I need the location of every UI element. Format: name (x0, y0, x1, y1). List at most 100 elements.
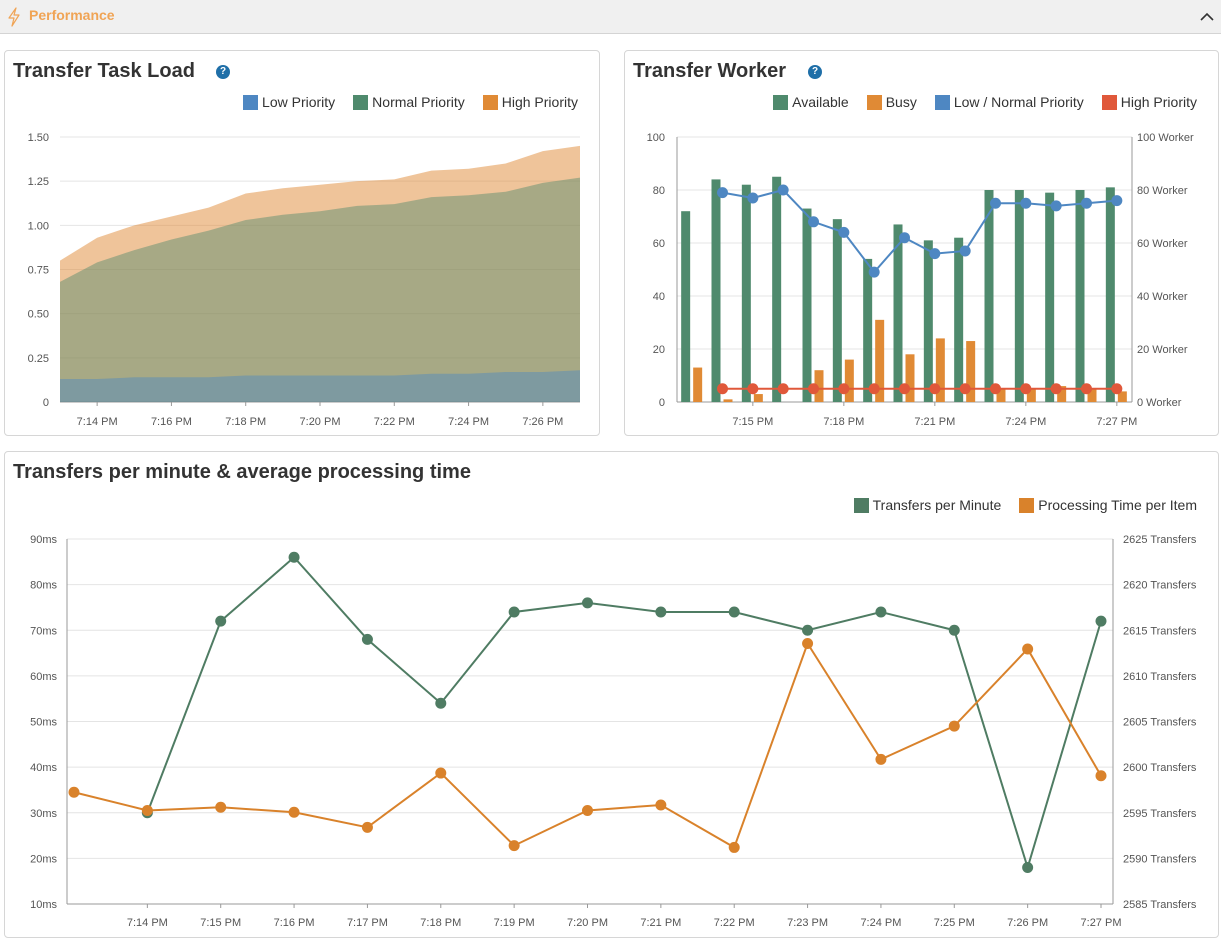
line-point (215, 615, 227, 627)
line-point (929, 248, 941, 260)
bar-available (923, 240, 933, 402)
line-point (899, 383, 910, 395)
line-point (508, 840, 520, 852)
line-point (215, 801, 227, 813)
section-title: Performance (29, 7, 115, 23)
line-point (1095, 615, 1107, 627)
line-point (435, 697, 447, 709)
bar-busy (875, 319, 885, 402)
line-point (1020, 197, 1032, 209)
legend-item-high-priority[interactable]: High Priority (482, 94, 578, 110)
legend-item-low-priority[interactable]: Low Priority (243, 94, 335, 110)
line-point (802, 637, 814, 649)
help-icon[interactable]: ? (808, 65, 822, 79)
area-series (60, 145, 580, 403)
line-point (990, 197, 1001, 209)
line-point (728, 841, 740, 853)
legend-label: High Priority (1120, 94, 1197, 110)
x-tick-label: 7:16 PM (151, 416, 192, 428)
line-point (1111, 383, 1123, 395)
line-point (1022, 643, 1034, 655)
x-tick-label: 7:24 PM (860, 917, 901, 926)
line-point (435, 767, 447, 779)
line-point (838, 383, 850, 395)
y-left-tick-label: 40 (653, 291, 665, 303)
worker-panel: Transfer Worker ? Available Busy Low / N… (624, 50, 1219, 436)
legend-item-low-normal-priority[interactable]: Low / Normal Priority (934, 94, 1084, 110)
line-point (747, 383, 759, 395)
worker-chart: 0 0 Worker 20 20 Worker 40 40 Worker 60 60 Work… (647, 132, 1194, 428)
legend-label: Low Priority (262, 94, 336, 110)
line-point (777, 383, 789, 395)
y-left-tick-label: 10ms (30, 899, 57, 911)
line-point (288, 806, 300, 818)
x-tick-label: 7:20 PM (567, 917, 608, 926)
y-right-tick-label: 2610 Transfers (1123, 671, 1197, 683)
bar-busy (1117, 391, 1127, 402)
x-tick-label: 7:15 PM (200, 917, 241, 926)
y-right-tick-label: 2585 Transfers (1123, 899, 1197, 911)
bar-available (1014, 190, 1024, 402)
worker-title: Transfer Worker (633, 60, 787, 82)
legend-item-busy[interactable]: Busy (866, 94, 917, 110)
bar-available (1045, 192, 1055, 402)
line-point (1050, 383, 1062, 395)
line-point (1095, 770, 1107, 782)
x-tick-label: 7:14 PM (127, 917, 168, 926)
chevron-up-icon[interactable] (1199, 9, 1215, 25)
line-point (288, 551, 300, 563)
y-left-tick-label: 80ms (30, 580, 57, 592)
bar-busy (723, 399, 733, 402)
y-tick-label: 1.00 (28, 220, 49, 232)
legend-item-available[interactable]: Available (773, 94, 849, 110)
y-left-tick-label: 100 (647, 132, 665, 144)
task-load-title: Transfer Task Load (13, 60, 195, 82)
x-tick-label: 7:21 PM (914, 416, 955, 428)
x-tick-label: 7:22 PM (714, 917, 755, 926)
bar-available (802, 208, 812, 402)
bar-busy (935, 338, 945, 402)
line-point (948, 624, 960, 636)
y-tick-label: 0.75 (28, 265, 49, 277)
bar-available (893, 224, 903, 402)
y-right-tick-label: 2590 Transfers (1123, 853, 1197, 865)
line-point (582, 597, 593, 609)
y-left-tick-label: 20ms (30, 853, 57, 865)
bar-available (772, 176, 782, 402)
transfers-panel: Transfers per minute & average processin… (4, 451, 1219, 938)
line-point (717, 187, 728, 199)
legend-item-transfers-per-minute[interactable]: Transfers per Minute (853, 497, 1001, 513)
x-tick-label: 7:21 PM (640, 917, 681, 926)
line-point (929, 383, 941, 395)
bar-busy (753, 394, 763, 402)
y-tick-label: 0 (43, 397, 49, 409)
line-point (1020, 383, 1032, 395)
line-series (146, 555, 1102, 871)
x-tick-label: 7:14 PM (77, 416, 118, 428)
y-left-tick-label: 40ms (30, 762, 57, 774)
x-tick-label: 7:23 PM (787, 917, 828, 926)
transfers-legend: Transfers per Minute Processing Time per… (853, 497, 1197, 513)
x-tick-label: 7:18 PM (225, 416, 266, 428)
legend-item-normal-priority[interactable]: Normal Priority (353, 94, 465, 110)
performance-section-header[interactable]: Performance (0, 0, 1221, 34)
y-left-tick-label: 30ms (30, 808, 57, 820)
legend-label: Available (792, 94, 849, 110)
x-tick-label: 7:26 PM (1007, 917, 1048, 926)
bar-available (741, 184, 751, 402)
y-right-tick-label: 100 Worker (1137, 132, 1194, 144)
line-point (777, 184, 789, 196)
line-point (582, 804, 593, 816)
line-point (728, 606, 740, 618)
y-left-tick-label: 0 (659, 397, 665, 409)
line-point (361, 821, 373, 833)
y-left-tick-label: 60 (653, 238, 665, 250)
line-series (73, 641, 1102, 849)
legend-item-processing-time[interactable]: Processing Time per Item (1019, 497, 1197, 513)
help-icon[interactable]: ? (216, 65, 230, 79)
line-point (655, 799, 667, 811)
legend-item-high-priority[interactable]: High Priority (1101, 94, 1197, 110)
line-point (1050, 200, 1062, 212)
line-point (747, 192, 759, 204)
worker-legend: Available Busy Low / Normal Priority Hig… (773, 94, 1197, 110)
